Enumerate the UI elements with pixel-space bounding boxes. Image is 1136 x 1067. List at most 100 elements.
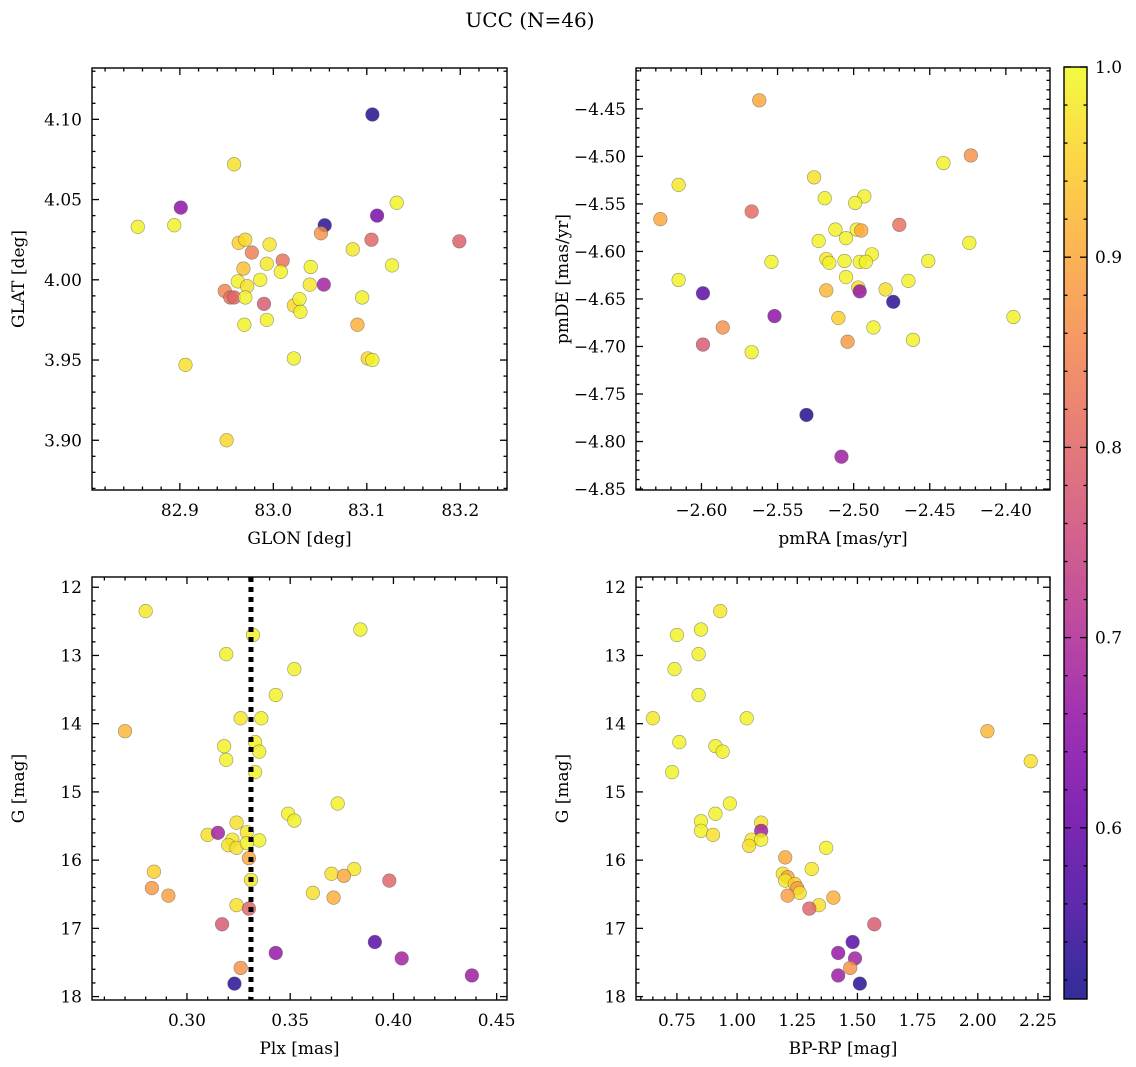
scatter-point	[669, 627, 685, 643]
x-tick-label: 2.00	[959, 1011, 997, 1031]
scatter-point	[305, 885, 321, 900]
panel-bprp-g: 0.75 1.00 1.25 1.50 1.75 2.00 2.25 12 13 14 15 16 17…	[553, 576, 1057, 1059]
scatter-point	[254, 711, 269, 726]
scatter-point	[921, 253, 936, 269]
scatter-point	[852, 976, 867, 991]
y-tick-label: −4.65	[574, 290, 626, 310]
scatter-point	[936, 155, 951, 171]
scatter-point	[316, 277, 331, 292]
x-tick-label: −2.40	[980, 501, 1032, 521]
scatter-points	[645, 604, 1038, 991]
y-tick-label: 15	[604, 783, 626, 803]
axis-ticks	[636, 68, 1050, 490]
scatter-point	[645, 711, 660, 726]
scatter-point	[843, 960, 858, 976]
panel-pmra-pmde: −2.60 −2.55 −2.50 −2.45 −2.40 −4.85 −4.80 −4.75…	[553, 67, 1051, 549]
y-tick-label: −4.70	[574, 337, 626, 357]
scatter-point	[452, 234, 467, 249]
colorbar-gradient	[1064, 67, 1087, 999]
scatter-point	[256, 296, 272, 311]
scatter-point	[214, 917, 230, 932]
x-tick-label: 1.00	[718, 1011, 756, 1031]
scatter-point	[259, 312, 274, 328]
scatter-point	[671, 177, 686, 193]
scatter-point	[764, 254, 779, 269]
x-tick-label: 83.1	[348, 501, 386, 521]
scatter-point	[292, 291, 307, 307]
scatter-points	[653, 93, 1021, 464]
scatter-point	[826, 890, 841, 905]
scatter-point	[252, 833, 267, 848]
scatter-point	[722, 796, 737, 811]
scatter-point	[330, 796, 345, 811]
scatter-point	[173, 200, 188, 215]
scatter-point	[739, 711, 754, 726]
scatter-point	[167, 218, 182, 233]
scatter-point	[252, 744, 267, 759]
y-tick-label: 13	[604, 646, 626, 666]
scatter-point	[804, 861, 819, 877]
scatter-point	[365, 107, 380, 122]
scatter-point	[144, 881, 159, 896]
scatter-point	[268, 687, 283, 703]
scatter-point	[350, 317, 365, 332]
x-tick-label: 0.30	[168, 1011, 206, 1031]
scatter-point	[705, 827, 721, 842]
scatter-point	[848, 195, 863, 211]
scatter-point	[858, 254, 873, 269]
scatter-point	[389, 195, 404, 210]
x-tick-label: −2.55	[751, 501, 803, 521]
scatter-point	[665, 765, 680, 780]
x-tick-label: 0.45	[478, 1011, 516, 1031]
scatter-point	[819, 283, 834, 298]
scatter-point	[840, 334, 855, 349]
scatter-point	[302, 277, 317, 292]
scatter-point	[822, 255, 837, 270]
scatter-point	[303, 259, 318, 275]
scatter-point	[667, 662, 682, 677]
y-tick-label: 16	[604, 851, 626, 871]
scatter-point	[394, 951, 409, 966]
scatter-point	[838, 269, 854, 285]
scatter-point	[799, 407, 814, 423]
scatter-point	[238, 232, 253, 247]
scatter-point	[210, 825, 226, 840]
axes-frame	[91, 67, 508, 491]
scatter-point	[146, 864, 162, 879]
scatter-point	[355, 290, 370, 305]
y-tick-label: 4.00	[44, 271, 82, 291]
scatter-point	[905, 332, 921, 347]
y-axis-label: pmDE [mas/yr]	[553, 214, 573, 344]
x-tick-label: −2.60	[675, 501, 727, 521]
scatter-point	[138, 604, 153, 619]
scatter-point	[708, 806, 723, 821]
scatter-point	[715, 320, 730, 335]
scatter-point	[778, 850, 793, 865]
scatter-point	[273, 264, 288, 279]
scatter-point	[828, 222, 843, 237]
scatter-point	[130, 219, 145, 234]
x-tick-label: 1.75	[899, 1011, 937, 1031]
scatter-point	[326, 890, 341, 905]
scatter-point	[713, 604, 728, 619]
y-tick-label: 13	[60, 646, 82, 666]
scatter-point	[744, 345, 759, 360]
y-tick-label: −4.45	[574, 100, 626, 120]
scatter-points	[130, 107, 467, 448]
y-axis-label: GLAT [deg]	[9, 230, 29, 328]
y-tick-label: 14	[60, 715, 82, 735]
scatter-point	[236, 261, 251, 276]
scatter-point	[233, 711, 248, 726]
x-axis-label: pmRA [mas/yr]	[778, 529, 907, 549]
x-tick-label: 1.25	[778, 1011, 816, 1031]
scatter-point	[693, 823, 709, 838]
scatter-point	[178, 357, 193, 372]
scatter-point	[384, 258, 400, 273]
x-tick-label: 83.2	[441, 501, 479, 521]
y-tick-label: 3.90	[44, 431, 82, 451]
scatter-point	[754, 832, 769, 847]
colorbar-tick-label: 0.9	[1095, 248, 1122, 268]
scatter-point	[233, 960, 248, 976]
scatter-point	[237, 317, 252, 332]
